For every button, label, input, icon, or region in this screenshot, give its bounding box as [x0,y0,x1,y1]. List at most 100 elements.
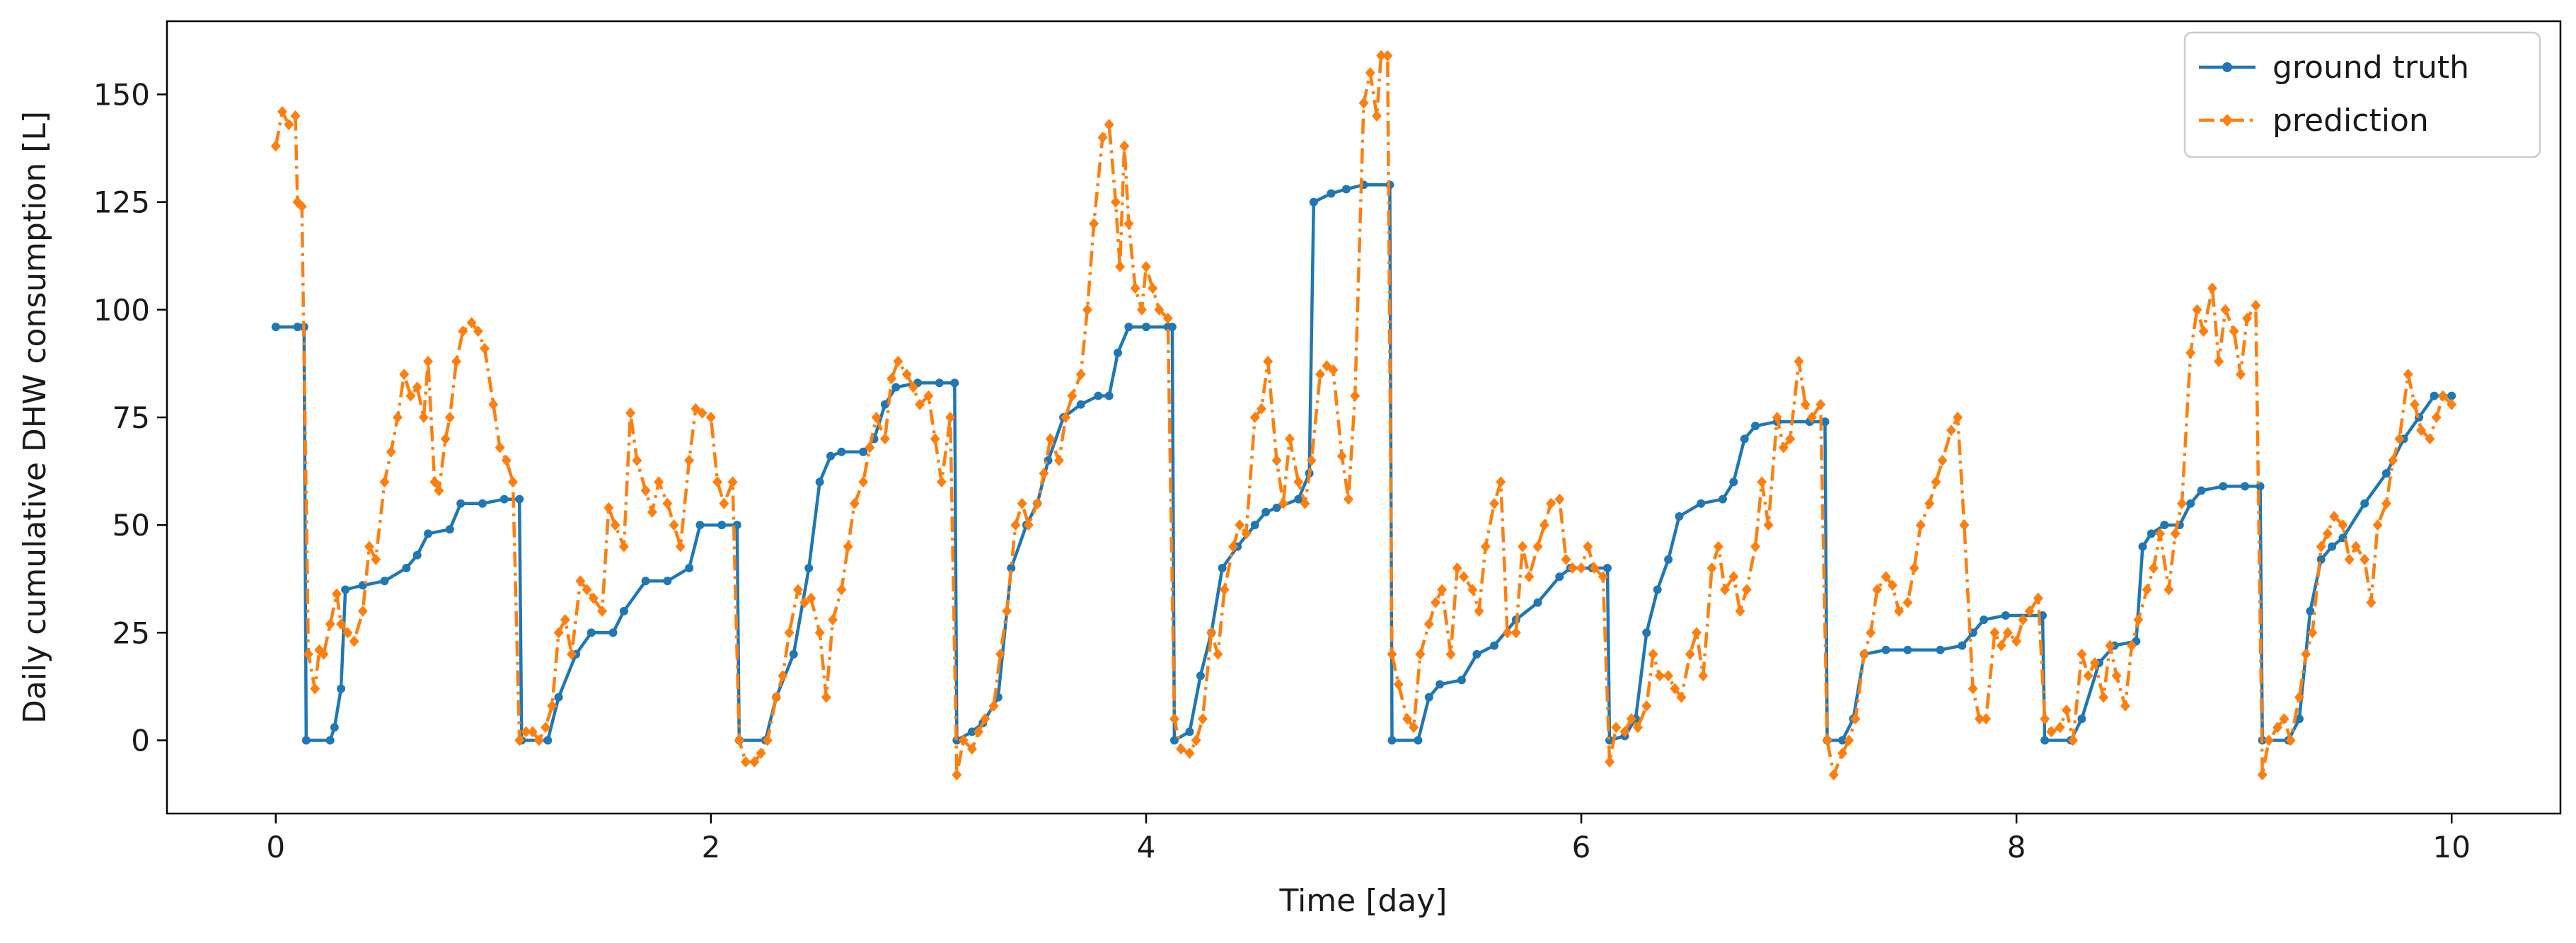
series-layer [270,50,2457,781]
data-point [1641,700,1652,712]
data-point [1735,605,1745,617]
data-point [1989,627,2000,639]
data-point [1589,562,1600,574]
data-point [2197,486,2206,495]
data-point [1010,519,1021,531]
data-point [2176,497,2187,509]
data-point [1382,50,1393,62]
data-point [1511,627,1521,639]
data-point [296,200,307,212]
data-point [2279,713,2289,725]
data-point [2447,391,2456,400]
data-point [1642,628,1651,637]
data-point [418,412,429,423]
data-point [2077,648,2087,660]
data-point [988,700,999,712]
x-tick-label: 10 [2433,830,2471,864]
data-point [293,323,302,332]
data-point [1076,400,1085,409]
data-point [1822,734,1832,746]
data-point [2142,584,2152,596]
data-point [342,627,353,639]
data-point [1698,670,1709,682]
data-point [647,506,657,518]
data-point [610,519,620,531]
data-point [588,592,599,604]
data-point [1648,648,1658,660]
data-point [1136,303,1147,316]
data-point [1728,571,1739,583]
data-point [1881,571,1891,583]
data-point [597,605,608,617]
data-point [915,398,925,410]
data-point [1936,645,1945,654]
data-point [1866,627,1876,639]
data-point [1300,497,1310,509]
data-point [2263,734,2274,746]
data-point [2381,497,2391,509]
data-point [1750,540,1761,553]
data-point [1881,645,1890,654]
data-point [1959,519,1970,531]
data-point [632,454,642,466]
data-point [950,378,959,388]
data-point [543,736,553,745]
x-axis-label: Time [day] [1279,883,1448,919]
data-point [640,485,651,497]
data-point [1039,468,1049,480]
data-point [2316,540,2326,553]
data-point [2294,691,2304,703]
data-point [1206,627,1217,639]
x-tick-label: 2 [701,830,720,864]
data-point [325,736,335,745]
data-point [1343,493,1353,505]
data-point [553,627,564,639]
data-point [1376,50,1387,62]
data-point [1278,497,1288,509]
data-point [741,756,751,768]
data-point [1713,540,1723,553]
data-point [575,575,586,587]
data-point [2394,433,2405,445]
data-point [1365,67,1375,79]
data-point [1685,648,1695,660]
data-point [1249,412,1260,423]
data-point [1167,323,1177,332]
data-point [828,614,838,626]
data-point [1872,584,1883,596]
data-point [1909,562,1919,574]
data-point [1457,676,1466,685]
data-point [1250,521,1259,530]
data-point [277,105,287,117]
series-prediction [270,50,2457,781]
data-point [1850,713,1861,725]
data-point [1176,743,1186,755]
data-point [458,325,468,337]
data-point [1082,303,1092,316]
data-point [1002,605,1012,617]
data-point [697,407,707,419]
data-point [1490,641,1499,650]
data-point [1605,756,1615,768]
y-tick-label: 75 [112,400,150,435]
data-point [1981,713,1992,725]
data-point [967,727,976,736]
data-point [1555,572,1564,582]
data-point [1218,564,1227,573]
data-point [1539,519,1549,531]
data-point [2214,355,2224,367]
data-point [521,726,531,738]
data-point [466,317,477,329]
data-point [349,635,359,647]
data-point [514,734,525,746]
data-point [399,369,410,381]
data-point [641,577,650,586]
data-point [1336,450,1347,462]
data-point [1611,722,1622,734]
data-point [1915,519,1926,531]
data-point [1358,97,1369,109]
data-point [1053,454,1064,466]
data-point [2430,391,2439,400]
data-point [1633,722,1644,734]
data-point [974,726,984,738]
